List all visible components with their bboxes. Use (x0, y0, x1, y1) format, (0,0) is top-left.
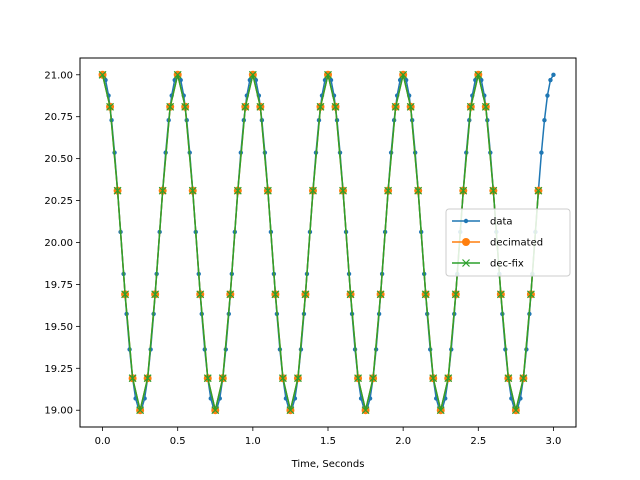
data-point (301, 290, 310, 299)
data-point (459, 186, 468, 195)
series-dec-fix (98, 70, 543, 415)
x-tick-label: 0.5 (170, 436, 186, 447)
data-point (489, 186, 498, 195)
data-point (331, 102, 340, 111)
y-tick-label: 19.50 (44, 322, 73, 333)
data-point (376, 290, 385, 299)
x-tick-label: 0.0 (95, 436, 111, 447)
data-point (181, 102, 190, 111)
data-point (316, 102, 325, 111)
data-point (496, 290, 505, 299)
x-tick-label: 2.0 (395, 436, 411, 447)
data-point (436, 406, 445, 415)
x-axis: 0.0 0.5 1.0 1.5 2.0 2.5 3.0 (95, 427, 562, 447)
data-point (406, 102, 415, 111)
x-tick-label: 1.5 (320, 436, 336, 447)
data-point (226, 290, 235, 299)
data-point (166, 102, 175, 111)
data-point (539, 150, 544, 155)
data-point (545, 93, 550, 98)
legend-item-decimated: decimated (452, 238, 543, 249)
y-tick-label: 19.25 (44, 364, 73, 375)
data-point (534, 186, 543, 195)
legend-label: dec-fix (490, 259, 524, 270)
data-point (384, 186, 393, 195)
data-point (106, 102, 114, 111)
data-point (504, 374, 513, 383)
data-point (414, 186, 423, 195)
data-point (233, 186, 242, 195)
x-tick-label: 2.5 (470, 436, 486, 447)
y-tick-label: 19.75 (44, 280, 73, 291)
data-point (324, 70, 332, 79)
data-point (263, 186, 272, 195)
data-point (451, 290, 460, 299)
data-point (211, 406, 220, 415)
legend-label: decimated (490, 238, 543, 249)
y-tick-label: 20.25 (44, 196, 73, 207)
data-point (444, 374, 453, 383)
data-point (466, 102, 475, 111)
x-axis-label: Time, Seconds (291, 459, 365, 470)
x-tick-label: 3.0 (546, 436, 562, 447)
data-point (548, 77, 553, 83)
legend-marker (462, 259, 470, 267)
data-point (98, 70, 107, 79)
data-point (271, 290, 280, 299)
data-point (278, 374, 287, 383)
y-tick-label: 20.50 (44, 154, 73, 165)
y-tick-label: 21.00 (44, 70, 73, 81)
x-tick-label: 1.0 (245, 436, 261, 447)
data-point (369, 374, 378, 383)
legend-box (445, 208, 571, 277)
data-point (136, 406, 145, 415)
data-point (421, 290, 430, 299)
y-tick-label: 19.00 (44, 406, 73, 417)
y-tick-label: 20.00 (44, 238, 73, 249)
data-point (188, 186, 197, 195)
data-point (113, 186, 122, 195)
data-point (286, 406, 295, 415)
data-point (121, 290, 130, 299)
data-point (128, 374, 137, 383)
data-point (309, 186, 317, 195)
data-point (551, 72, 556, 77)
data-point (474, 70, 483, 79)
legend-label: data (490, 217, 513, 228)
data-point (511, 406, 520, 415)
data-point (256, 102, 265, 111)
data-point (526, 290, 535, 299)
data-point (429, 374, 438, 383)
data-point (196, 290, 205, 299)
series-layer (98, 70, 556, 415)
legend-item-data: data (452, 217, 513, 228)
data-point (354, 374, 362, 383)
data-point (339, 186, 347, 195)
data-point (173, 70, 182, 79)
legend-marker (462, 238, 470, 246)
data-point (542, 118, 547, 123)
legend-marker (463, 218, 469, 224)
data-point (361, 406, 370, 415)
y-tick-label: 20.75 (44, 112, 73, 123)
data-point (203, 374, 212, 383)
data-point (143, 374, 152, 383)
data-point (399, 70, 408, 79)
data-point (158, 186, 167, 195)
plot-area: 0.0 0.5 1.0 1.5 2.0 2.5 3.0 19.0019.2519.5019.… (44, 57, 577, 470)
data-point (519, 374, 528, 383)
legend: data decimated dec-fix (445, 208, 571, 277)
data-point (346, 290, 355, 299)
data-point (151, 290, 160, 299)
data-point (248, 70, 257, 79)
data-point (481, 102, 490, 111)
y-axis: 19.00 19.25 19.50 19.75 20.00 20.25 20.50 20.75… (44, 70, 80, 417)
data-point (241, 102, 250, 111)
data-point (391, 102, 400, 111)
data-point (218, 374, 227, 383)
data-point (294, 374, 302, 383)
legend-item-dec-fix: dec-fix (452, 259, 524, 270)
